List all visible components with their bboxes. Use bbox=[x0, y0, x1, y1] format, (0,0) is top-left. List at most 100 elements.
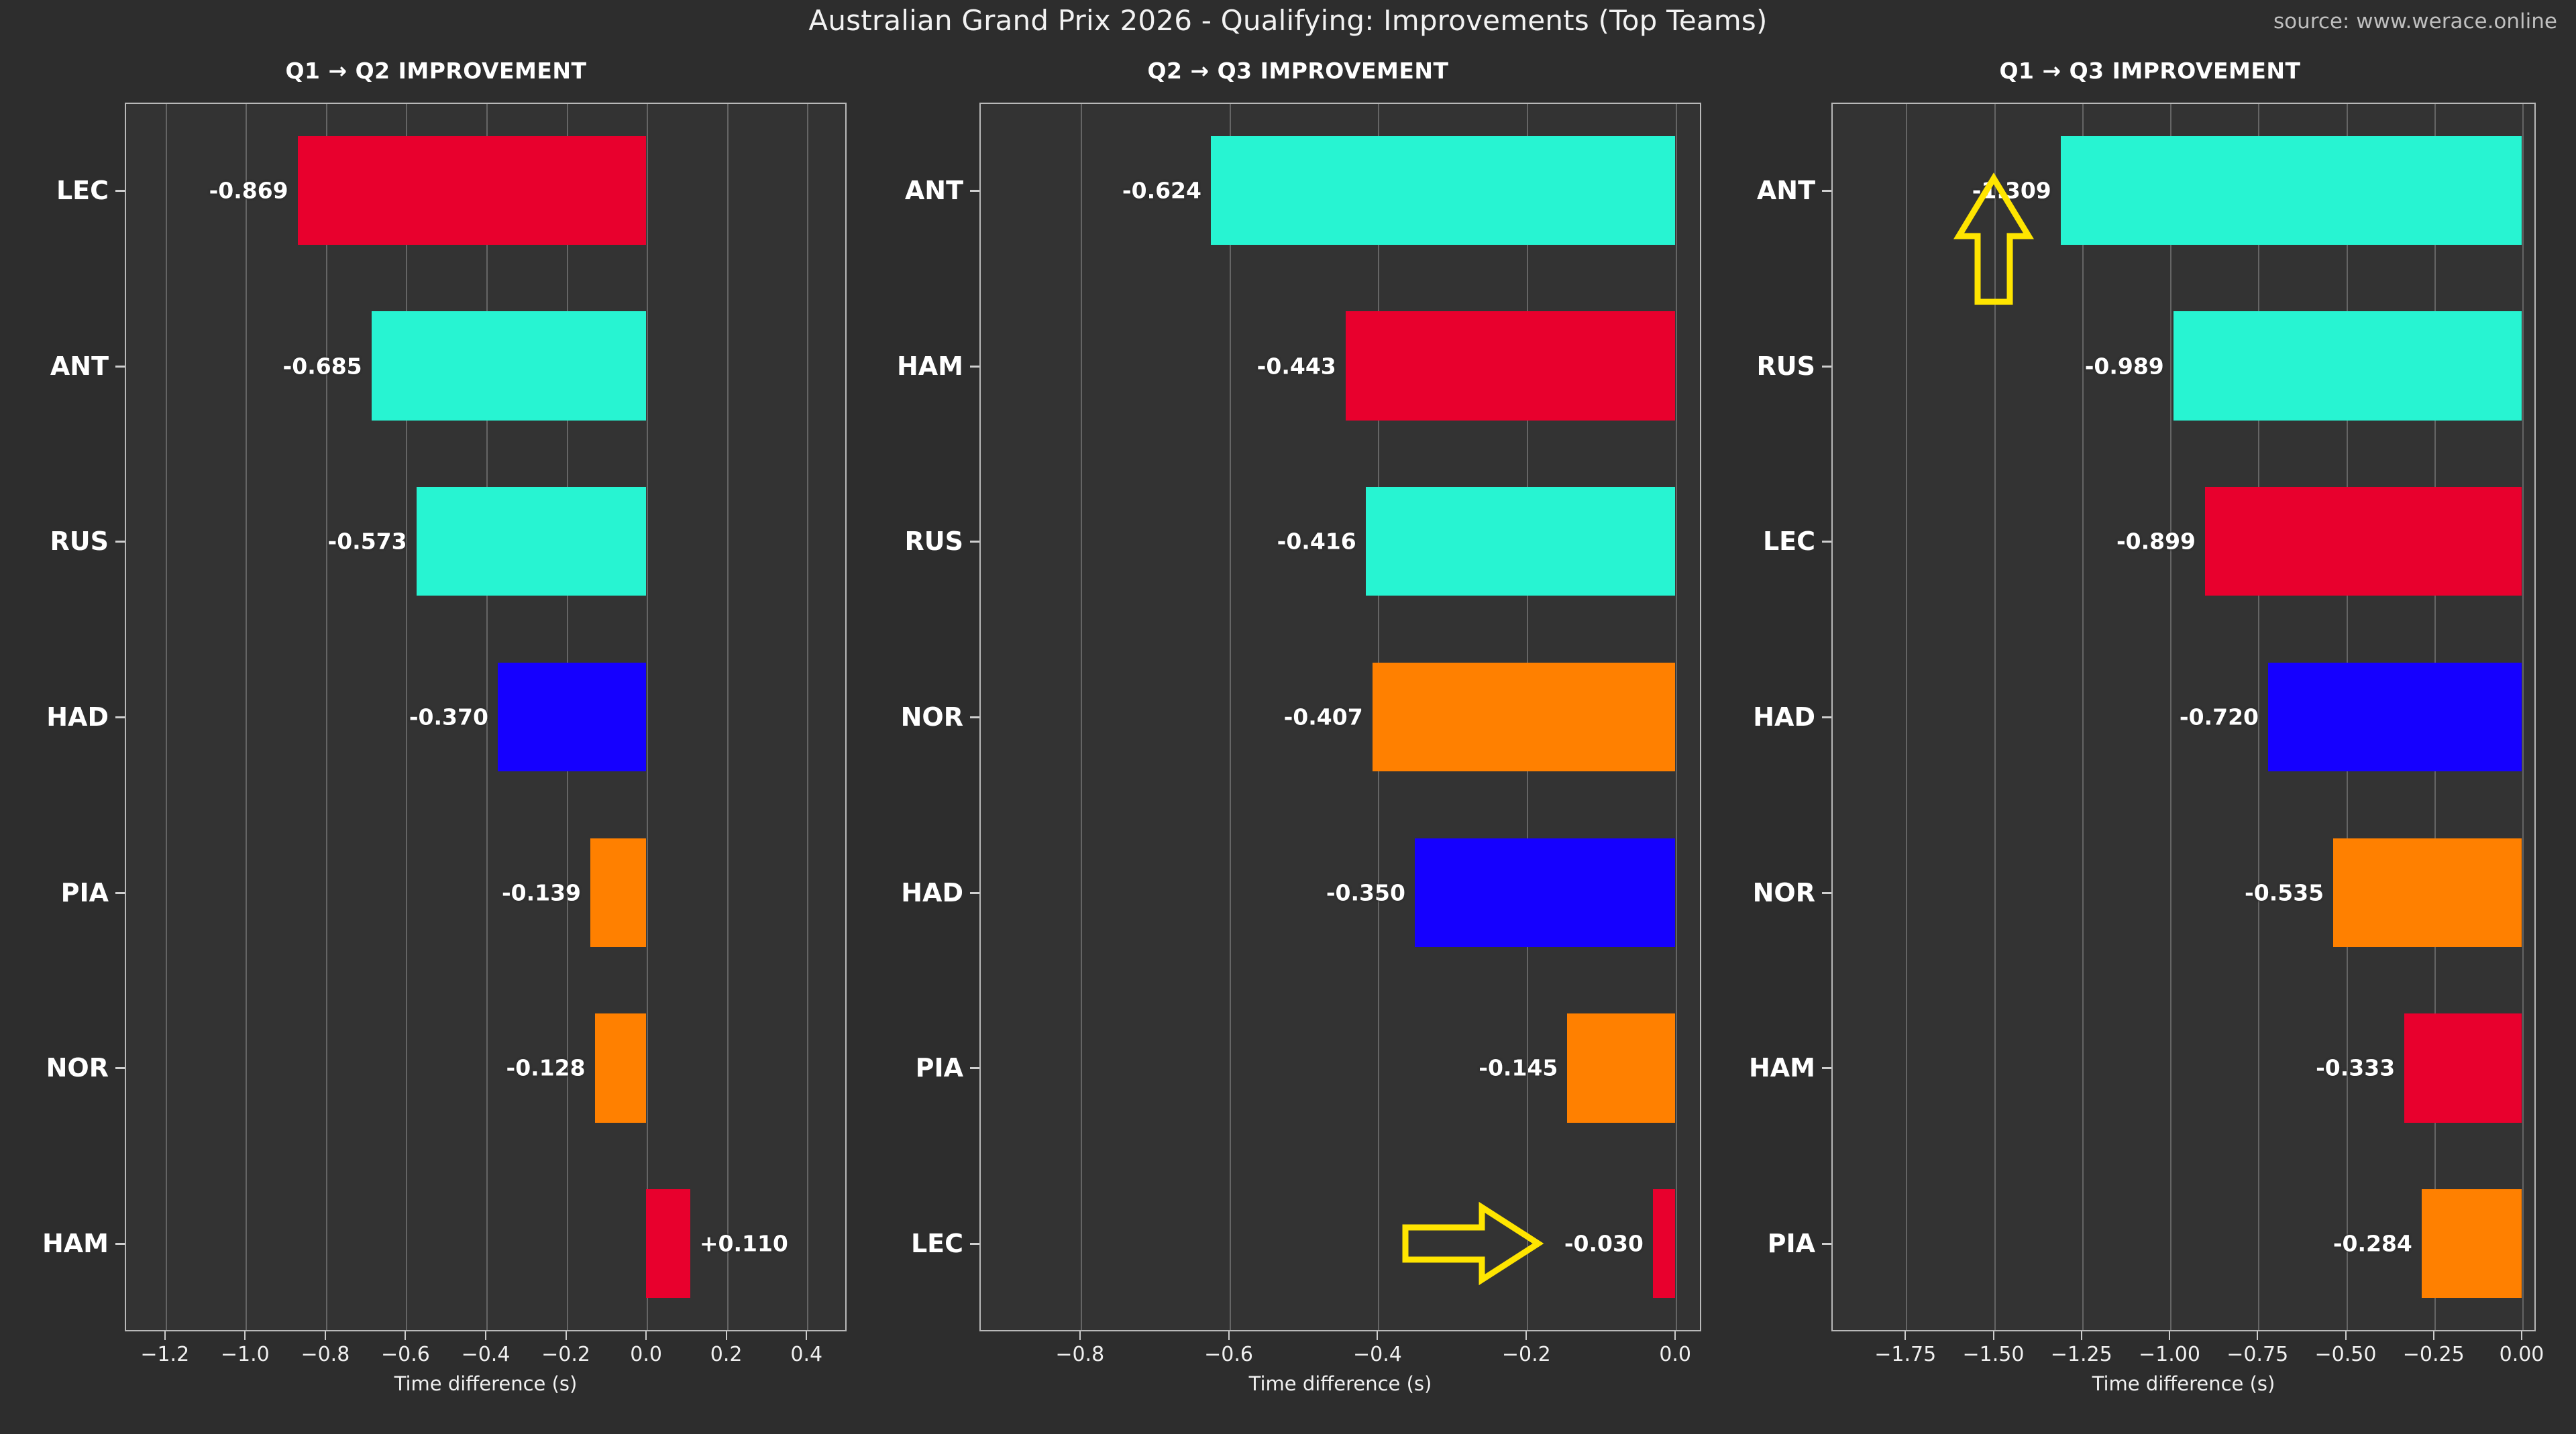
y-tick-mark bbox=[115, 716, 125, 718]
gridline-vertical bbox=[2522, 104, 2524, 1330]
bar-rus[interactable] bbox=[1365, 487, 1676, 596]
y-tick-label-ham: HAM bbox=[1748, 1053, 1815, 1083]
y-tick-mark bbox=[1822, 891, 1831, 894]
bar-value-label: -0.128 bbox=[506, 1054, 586, 1081]
y-tick-label-nor: NOR bbox=[46, 1053, 109, 1083]
bar-ham[interactable] bbox=[646, 1189, 690, 1299]
bar-ant[interactable] bbox=[371, 311, 647, 421]
x-tick-label: −0.4 bbox=[1353, 1343, 1402, 1366]
x-tick-mark bbox=[2432, 1331, 2434, 1340]
x-tick-mark bbox=[244, 1331, 246, 1340]
y-tick-label-lec: LEC bbox=[910, 1229, 963, 1259]
y-tick-label-ant: ANT bbox=[1756, 175, 1815, 205]
plot-area-q1-q2 bbox=[125, 103, 847, 1331]
x-tick-label: −1.0 bbox=[220, 1343, 270, 1366]
x-tick-label: −1.2 bbox=[140, 1343, 190, 1366]
gridline-vertical bbox=[727, 104, 729, 1330]
bar-had[interactable] bbox=[2268, 662, 2522, 772]
y-tick-label-rus: RUS bbox=[1756, 351, 1816, 381]
x-tick-label: −0.8 bbox=[301, 1343, 350, 1366]
y-tick-mark bbox=[970, 1067, 979, 1070]
x-tick-mark bbox=[1228, 1331, 1230, 1340]
y-tick-mark bbox=[115, 1243, 125, 1246]
gridline-vertical bbox=[2082, 104, 2084, 1330]
bar-value-label: -0.535 bbox=[2245, 879, 2324, 906]
gridline-vertical bbox=[406, 104, 408, 1330]
y-tick-label-lec: LEC bbox=[56, 175, 109, 205]
x-tick-label: −0.50 bbox=[2314, 1343, 2377, 1366]
bar-value-label: -0.416 bbox=[1277, 528, 1356, 555]
bar-rus[interactable] bbox=[2173, 311, 2522, 421]
y-tick-label-pia: PIA bbox=[915, 1053, 963, 1083]
y-tick-label-ant: ANT bbox=[904, 175, 963, 205]
x-tick-label: 0.0 bbox=[1659, 1343, 1692, 1366]
y-tick-mark bbox=[1822, 189, 1831, 192]
x-tick-mark bbox=[405, 1331, 407, 1340]
x-axis-label-q1-q3: Time difference (s) bbox=[2092, 1372, 2275, 1395]
source-credit: source: www.werace.online bbox=[2273, 9, 2557, 34]
bar-value-label: -0.407 bbox=[1283, 704, 1363, 730]
y-tick-mark bbox=[970, 365, 979, 368]
x-tick-label: 0.2 bbox=[710, 1343, 743, 1366]
bar-pia[interactable] bbox=[1567, 1013, 1676, 1123]
x-axis-label-q2-q3: Time difference (s) bbox=[1248, 1372, 1432, 1395]
bar-ham[interactable] bbox=[1345, 311, 1676, 421]
y-tick-mark bbox=[1822, 1243, 1831, 1246]
gridline-vertical bbox=[1994, 104, 1996, 1330]
y-tick-mark bbox=[115, 891, 125, 894]
bar-nor[interactable] bbox=[594, 1013, 647, 1123]
bar-value-label: -0.350 bbox=[1326, 879, 1405, 906]
y-tick-label-rus: RUS bbox=[904, 527, 964, 557]
subplot-title-q1-q2: Q1 → Q2 IMPROVEMENT bbox=[285, 58, 587, 84]
y-tick-label-pia: PIA bbox=[1767, 1229, 1815, 1259]
x-tick-label: 0.00 bbox=[2499, 1343, 2544, 1366]
bar-nor[interactable] bbox=[2333, 838, 2522, 947]
x-tick-mark bbox=[565, 1331, 567, 1340]
bar-pia[interactable] bbox=[2421, 1189, 2522, 1299]
x-tick-mark bbox=[1904, 1331, 1907, 1340]
bar-lec[interactable] bbox=[1652, 1189, 1676, 1299]
x-tick-label: −1.50 bbox=[1962, 1343, 2025, 1366]
x-tick-label: −0.6 bbox=[1204, 1343, 1254, 1366]
y-tick-mark bbox=[115, 189, 125, 192]
bar-value-label: -0.685 bbox=[282, 353, 362, 380]
x-tick-mark bbox=[725, 1331, 727, 1340]
subplot-q2-q3: Q2 → Q3 IMPROVEMENT Time difference (s) … bbox=[872, 0, 1724, 1434]
y-tick-label-ham: HAM bbox=[42, 1229, 109, 1259]
gridline-vertical bbox=[1080, 104, 1082, 1330]
y-tick-label-had: HAD bbox=[46, 702, 109, 732]
bar-ham[interactable] bbox=[2404, 1013, 2522, 1123]
y-tick-mark bbox=[970, 189, 979, 192]
x-tick-mark bbox=[164, 1331, 166, 1340]
subplot-title-q1-q3: Q1 → Q3 IMPROVEMENT bbox=[1999, 58, 2301, 84]
bar-lec[interactable] bbox=[297, 135, 647, 245]
y-tick-label-pia: PIA bbox=[60, 877, 109, 907]
x-tick-label: 0.4 bbox=[790, 1343, 823, 1366]
x-tick-label: −1.75 bbox=[1874, 1343, 1937, 1366]
x-tick-mark bbox=[1079, 1331, 1081, 1340]
x-tick-mark bbox=[1674, 1331, 1676, 1340]
y-tick-label-ham: HAM bbox=[896, 351, 963, 381]
subplot-title-q2-q3: Q2 → Q3 IMPROVEMENT bbox=[1147, 58, 1449, 84]
y-tick-label-nor: NOR bbox=[900, 702, 963, 732]
x-tick-label: −0.25 bbox=[2402, 1343, 2465, 1366]
figure-title: Australian Grand Prix 2026 - Qualifying:… bbox=[808, 4, 1768, 37]
y-tick-mark bbox=[115, 541, 125, 543]
x-axis-label-q1-q2: Time difference (s) bbox=[394, 1372, 578, 1395]
bar-pia[interactable] bbox=[590, 838, 647, 947]
x-tick-label: −0.2 bbox=[1501, 1343, 1551, 1366]
x-tick-mark bbox=[324, 1331, 326, 1340]
bar-value-label: -0.139 bbox=[501, 879, 582, 906]
bar-value-label: -0.030 bbox=[1564, 1230, 1644, 1257]
bar-ant[interactable] bbox=[1210, 135, 1676, 245]
bar-nor[interactable] bbox=[1372, 662, 1676, 772]
x-tick-label: −0.2 bbox=[541, 1343, 590, 1366]
bar-ant[interactable] bbox=[2060, 135, 2522, 245]
bar-lec[interactable] bbox=[2205, 487, 2522, 596]
y-tick-mark bbox=[970, 716, 979, 718]
x-tick-mark bbox=[806, 1331, 808, 1340]
bar-had[interactable] bbox=[1414, 838, 1676, 947]
bar-rus[interactable] bbox=[416, 487, 647, 596]
bar-had[interactable] bbox=[497, 662, 647, 772]
gridline-vertical bbox=[486, 104, 488, 1330]
